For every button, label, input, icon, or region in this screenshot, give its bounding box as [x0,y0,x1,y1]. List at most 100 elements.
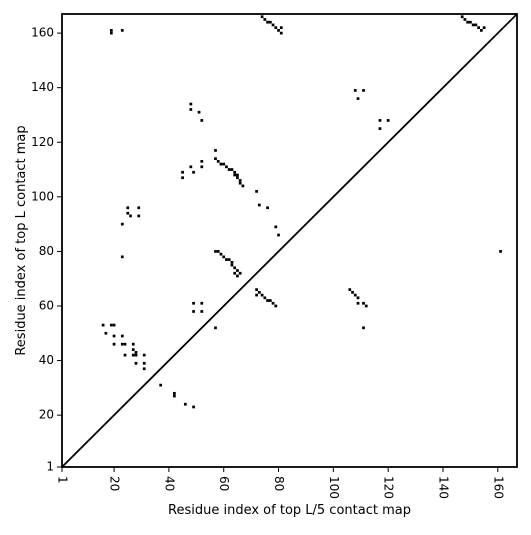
contact-cell [257,290,261,294]
contact-cell [109,323,113,327]
contact-cell [274,304,278,308]
contact-cell [189,108,193,111]
contact-cell [131,353,135,357]
contact-cell [378,127,382,130]
contact-cell [260,293,264,297]
contact-cell [216,159,220,163]
y-tick-label: 1 [46,460,54,474]
contact-cell [159,383,163,387]
contact-cell [219,162,223,166]
contact-cell [222,162,226,166]
contact-cell [238,271,242,275]
contact-cell [463,18,467,21]
contact-cell [214,149,217,152]
y-tick-label: 120 [31,135,54,149]
contact-cell [230,263,234,267]
x-tick-label: 80 [272,476,286,491]
contact-cell [364,304,368,308]
contact-cell [189,102,193,106]
contact-cell [263,18,267,21]
x-tick-label: 120 [382,476,396,499]
x-axis-ticks: 1 20 40 60 80 100 120 140 160 [56,467,505,499]
contact-cell [134,361,138,365]
x-tick-label: 100 [327,476,341,499]
contact-cell [173,394,176,398]
x-tick-label: 160 [491,476,505,499]
contact-cell [236,269,239,272]
contact-cell [214,250,217,253]
y-tick-label: 100 [31,189,54,203]
plot-frame [61,13,518,468]
contact-cell [362,326,365,330]
contact-cell [266,299,269,302]
contact-cell [279,31,283,35]
contacts-layer [101,15,502,409]
contact-cell [356,301,360,305]
contact-cell [131,348,135,352]
contact-cell [233,173,237,177]
y-tick-label: 140 [31,80,54,94]
contact-cell [183,402,187,406]
contact-cell [255,293,258,297]
contact-cell [225,165,228,169]
contact-cell [129,214,132,218]
contact-cell [266,20,269,24]
contact-cell [471,23,475,27]
x-tick-label: 60 [217,476,231,491]
x-tick-label: 1 [56,476,70,484]
contact-cell [137,214,141,218]
contact-cell [356,97,360,100]
contact-cell [192,301,195,305]
y-tick-label: 60 [39,298,54,312]
contact-cell [189,165,193,169]
contact-cell [378,119,382,122]
contact-cell [353,293,357,297]
contact-cell [192,310,195,313]
contact-cell [241,184,245,188]
contact-cell [126,211,130,215]
contact-cell [200,310,204,313]
contact-cell [192,405,195,409]
contact-cell [120,222,124,226]
contact-cell [460,15,464,19]
contact-cell [274,225,278,229]
contact-cell [268,20,272,24]
contact-cell [233,271,237,275]
contact-cell [233,170,237,174]
contact-cell [142,353,146,357]
contact-cell [104,331,108,335]
contact-cell [227,168,231,171]
contact-cell [268,299,272,302]
contact-cell [279,26,283,30]
contact-cell [200,165,204,169]
contact-cell [356,296,360,300]
contact-cell [274,26,278,30]
contact-cell [192,170,195,174]
contact-cell [260,15,264,19]
contact-cell [263,296,267,300]
y-tick-label: 160 [31,26,54,40]
contact-cell [466,20,470,24]
contact-cell [353,89,357,92]
x-tick-label: 140 [436,476,450,499]
contact-cell [173,391,176,395]
contact-cell [142,367,146,371]
contact-cell [277,233,280,237]
contact-cell [236,173,239,177]
contact-cell [236,274,239,278]
contact-cell [214,326,217,330]
contact-cell [112,342,116,346]
contact-cell [134,351,138,354]
contact-cell [348,288,352,291]
diagonal-line [61,13,518,468]
contact-cell [233,266,237,270]
contact-cell [255,288,258,291]
contact-cell [482,26,486,30]
contact-cell [109,29,113,32]
contact-cell [271,23,275,27]
y-axis-label: Residue index of top L contact map [14,125,29,355]
contact-cell [120,29,124,32]
contact-cell [362,89,365,92]
contact-cell [200,119,204,122]
